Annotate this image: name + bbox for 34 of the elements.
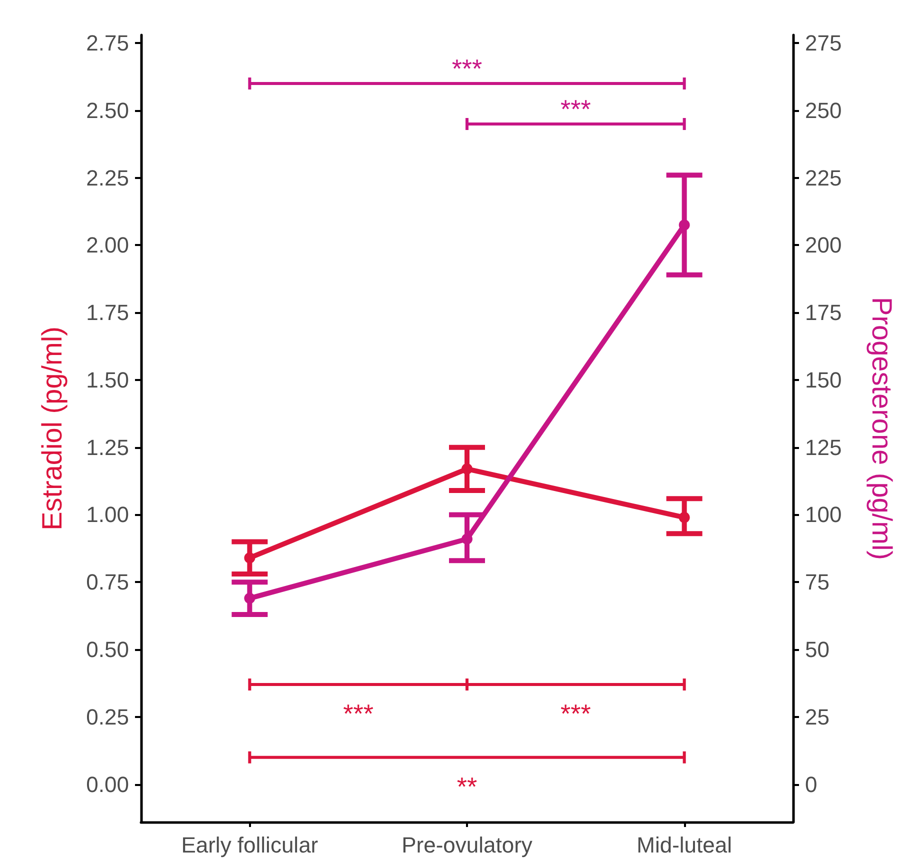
y-tick-label: 1.50 <box>86 367 129 392</box>
y-tick-label: 1.75 <box>86 300 129 326</box>
x-tick-label: Pre-ovulatory <box>402 832 532 858</box>
y2-tick-label: 225 <box>805 165 842 190</box>
y2-tick-label: 25 <box>805 704 830 730</box>
y2-axis-title: Progesterone (pg/ml) <box>866 296 898 560</box>
y-tick-label: 2.50 <box>86 98 129 123</box>
annotation: *** <box>560 94 591 124</box>
y-tick-label: 2.75 <box>86 30 129 56</box>
y-tick-label: 2.25 <box>86 165 129 190</box>
y-tick-label: 0.00 <box>86 772 129 797</box>
y2-tick-label: 275 <box>805 30 842 56</box>
x-tick-label: Mid-luteal <box>636 832 732 858</box>
y2-tick-label: 150 <box>805 367 842 392</box>
y2-tick-label: 100 <box>805 502 842 528</box>
y-tick-label: 0.25 <box>86 704 129 730</box>
y2-tick-label: 125 <box>805 434 842 460</box>
y2-tick-label: 200 <box>805 232 842 258</box>
y2-tick-label: 175 <box>805 300 842 326</box>
y2-tick-label: 50 <box>805 637 830 662</box>
y-tick-label: 1.25 <box>86 434 129 460</box>
y-axis-title: Estradiol (pg/ml) <box>36 326 68 530</box>
y2-tick-label: 75 <box>805 570 830 595</box>
y-tick-label: 0.75 <box>86 570 129 595</box>
annotation: *** <box>343 698 374 729</box>
y-tick-label: 0.50 <box>86 637 129 662</box>
y-tick-label: 2.00 <box>86 232 129 258</box>
annotation: ** <box>456 771 478 802</box>
y-tick-label: 1.00 <box>86 502 129 528</box>
x-tick-label: Early follicular <box>181 832 318 858</box>
annotation: *** <box>560 698 591 729</box>
y2-tick-label: 0 <box>805 772 818 797</box>
y2-tick-label: 250 <box>805 98 842 123</box>
annotation: *** <box>452 54 482 84</box>
